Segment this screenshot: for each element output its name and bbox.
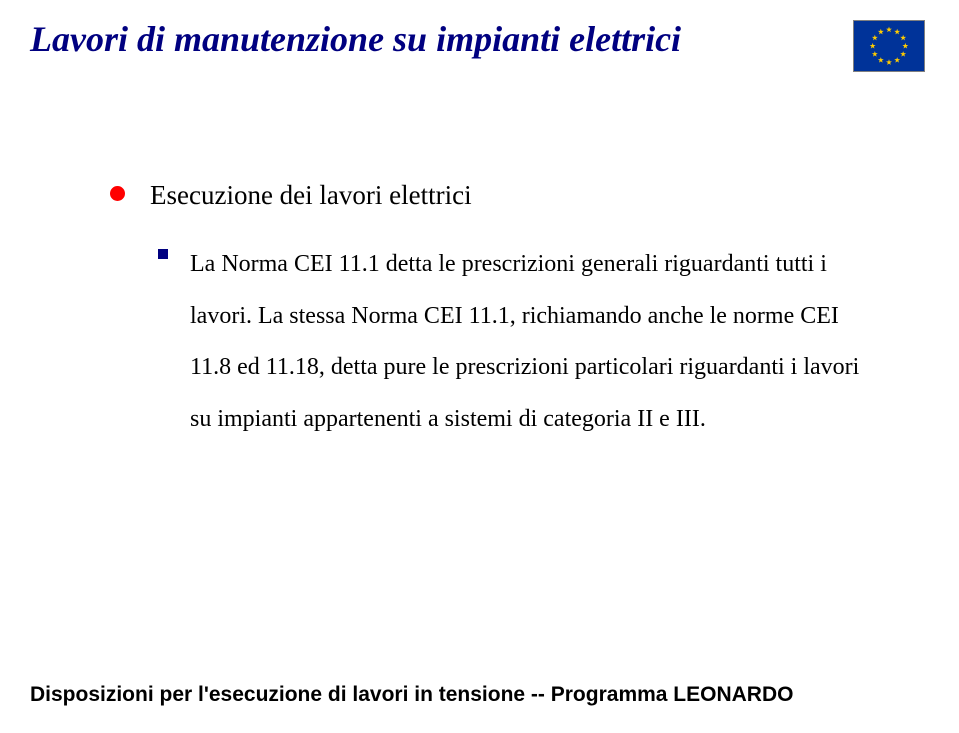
bullet-dot-icon	[110, 186, 125, 201]
level2-paragraph: La Norma CEI 11.1 detta le prescrizioni …	[190, 239, 879, 445]
slide-title: Lavori di manutenzione su impianti elett…	[30, 18, 849, 60]
footer-text: Disposizioni per l'esecuzione di lavori …	[30, 683, 793, 707]
bullet-square-icon	[158, 249, 168, 259]
level1-text: Esecuzione dei lavori elettrici	[150, 180, 472, 210]
eu-flag	[853, 20, 925, 72]
